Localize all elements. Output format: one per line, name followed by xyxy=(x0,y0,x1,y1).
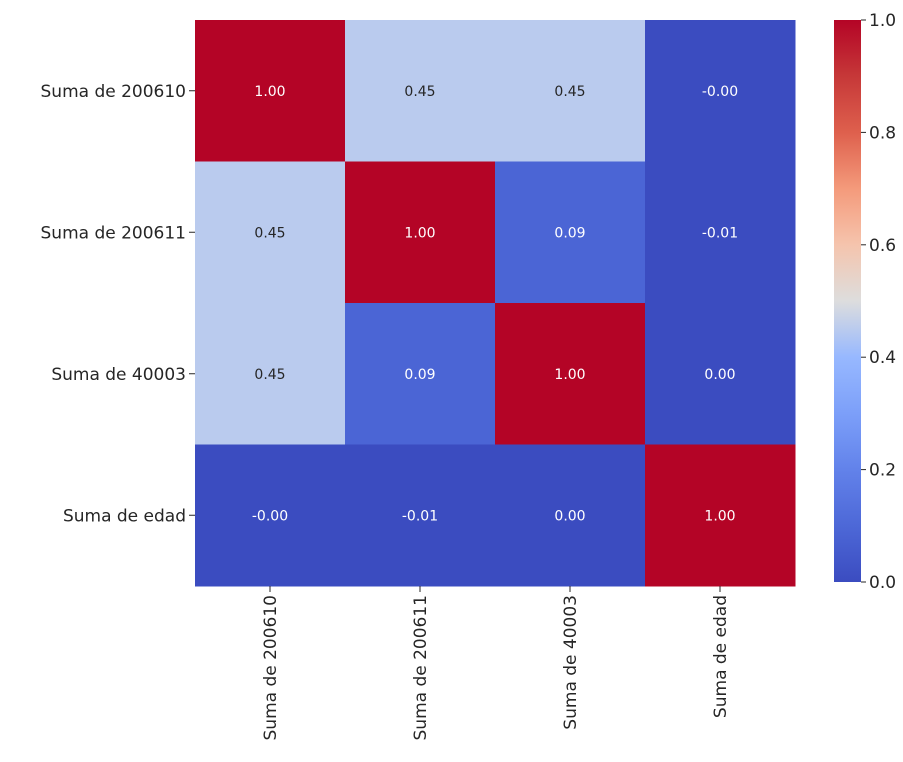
colorbar-gradient xyxy=(834,20,861,582)
y-tick-label-2: Suma de 40003 xyxy=(51,365,186,385)
cell-value-r0-c2: 0.45 xyxy=(554,84,585,100)
y-tick-label-0: Suma de 200610 xyxy=(41,82,187,102)
heatmap-cell-r1-c3 xyxy=(645,161,796,304)
cell-value-r1-c1: 1.00 xyxy=(404,225,435,241)
y-axis: Suma de 200610 Suma de 200611 Suma de 4000… xyxy=(41,82,195,526)
colorbar: 0.0 0.2 0.4 0.6 0.8 1.0 xyxy=(834,11,896,593)
heatmap-cell-r0-c1 xyxy=(345,20,496,162)
cell-value-r3-c3: 1.00 xyxy=(704,508,735,524)
colorbar-tick-label-4: 0.8 xyxy=(869,123,896,143)
cell-value-r2-c0: 0.45 xyxy=(254,367,285,383)
cell-value-r2-c3: 0.00 xyxy=(704,367,735,383)
heatmap-cell-r1-c1 xyxy=(345,161,496,304)
x-tick-label-2: Suma de 40003 xyxy=(561,595,581,730)
heatmap-cell-r3-c2 xyxy=(495,444,646,587)
cell-value-r0-c1: 0.45 xyxy=(404,84,435,100)
cell-value-r3-c0: -0.00 xyxy=(252,508,288,524)
colorbar-tick-label-0: 0.0 xyxy=(869,573,896,593)
heatmap-cell-r0-c0 xyxy=(195,20,346,162)
heatmap-cell-r3-c1 xyxy=(345,444,496,587)
cell-value-r2-c2: 1.00 xyxy=(554,367,585,383)
heatmap-cell-r1-c0 xyxy=(195,161,346,304)
x-tick-label-3: Suma de edad xyxy=(711,595,731,718)
cell-value-r3-c1: -0.01 xyxy=(402,508,438,524)
y-tick-label-3: Suma de edad xyxy=(63,506,186,526)
heatmap-annotations: 1.00 0.45 0.45 -0.00 0.45 1.00 0.09 -0.01 0.45 0.… xyxy=(252,84,738,525)
cell-value-r0-c0: 1.00 xyxy=(254,84,285,100)
cell-value-r0-c3: -0.00 xyxy=(702,84,738,100)
x-axis: Suma de 200610 Suma de 200611 Suma de 4000… xyxy=(261,586,731,741)
cell-value-r1-c3: -0.01 xyxy=(702,225,738,241)
heatmap-cell-r3-c0 xyxy=(195,444,346,587)
heatmap-cell-r3-c3 xyxy=(645,444,796,587)
heatmap-cells xyxy=(195,20,796,587)
heatmap-cell-r2-c0 xyxy=(195,303,346,445)
heatmap-cell-r0-c3 xyxy=(645,20,796,162)
cell-value-r3-c2: 0.00 xyxy=(554,508,585,524)
colorbar-tick-label-5: 1.0 xyxy=(869,11,896,31)
heatmap-cell-r0-c2 xyxy=(495,20,646,162)
colorbar-tick-label-1: 0.2 xyxy=(869,461,896,481)
colorbar-tick-label-2: 0.4 xyxy=(869,348,896,368)
heatmap-cell-r1-c2 xyxy=(495,161,646,304)
cell-value-r2-c1: 0.09 xyxy=(404,367,435,383)
y-tick-label-1: Suma de 200611 xyxy=(41,223,187,243)
colorbar-tick-label-3: 0.6 xyxy=(869,236,896,256)
x-tick-label-1: Suma de 200611 xyxy=(411,595,431,741)
heatmap-cell-r2-c2 xyxy=(495,303,646,445)
heatmap-cell-r2-c3 xyxy=(645,303,796,445)
heatmap-cell-r2-c1 xyxy=(345,303,496,445)
cell-value-r1-c0: 0.45 xyxy=(254,225,285,241)
cell-value-r1-c2: 0.09 xyxy=(554,225,585,241)
x-tick-label-0: Suma de 200610 xyxy=(261,595,281,741)
